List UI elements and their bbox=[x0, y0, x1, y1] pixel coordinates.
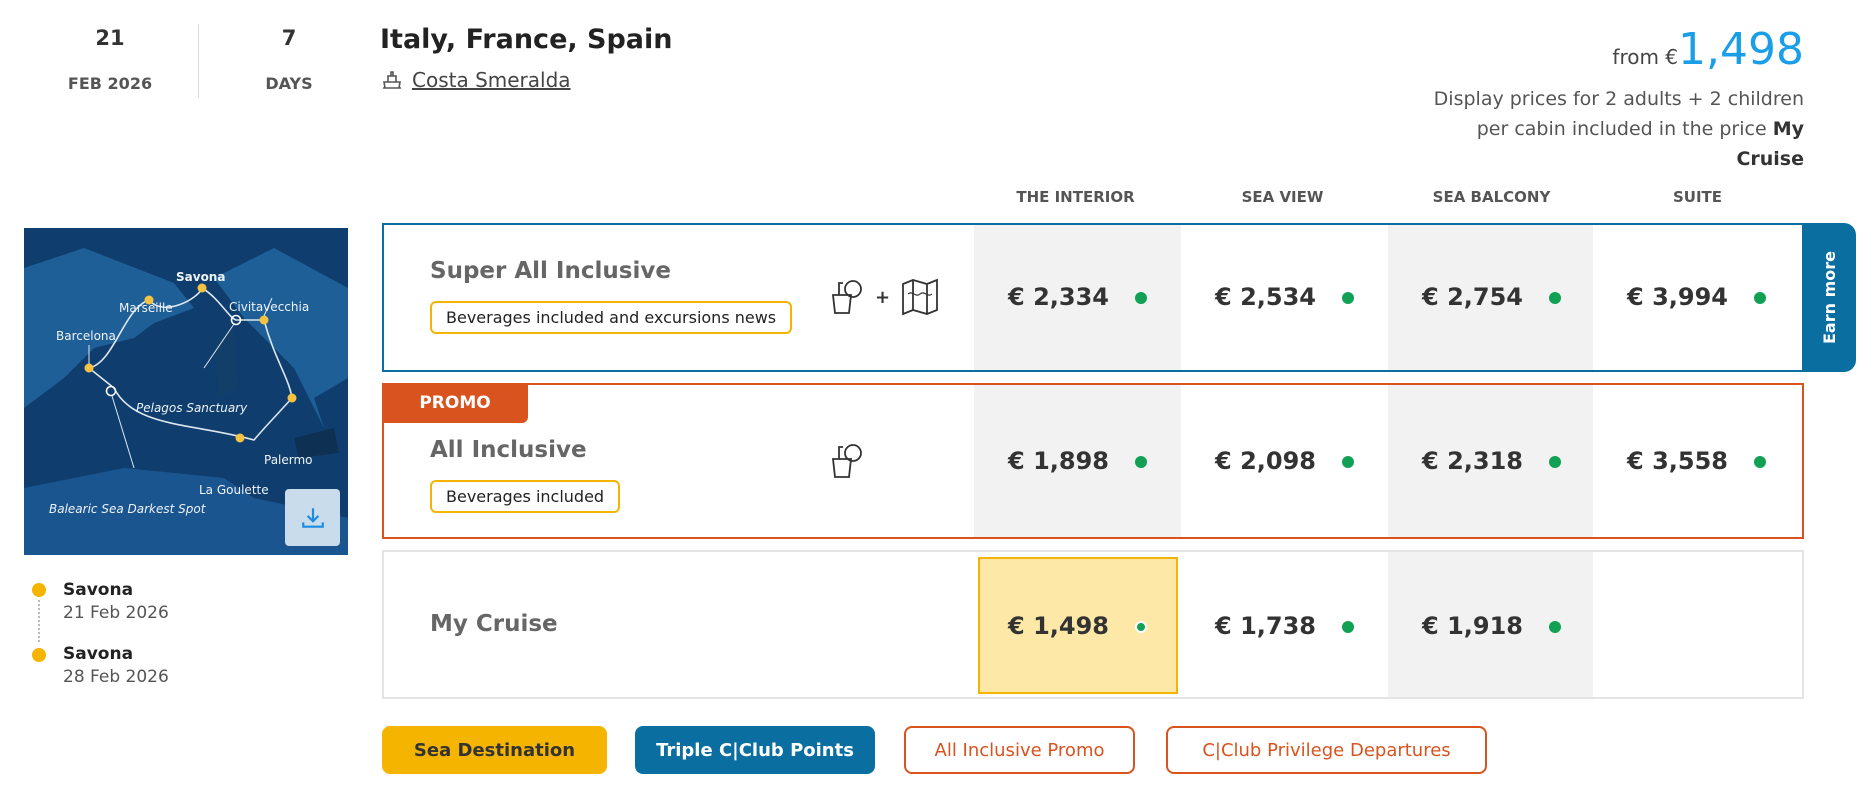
column-sea-view: SEA VIEW bbox=[1241, 188, 1324, 206]
price-sea-view[interactable]: € 2,098 bbox=[1181, 447, 1388, 475]
port-date: 21 Feb 2026 bbox=[63, 603, 169, 623]
timeline-line bbox=[38, 600, 40, 642]
from-price: from €1,498 bbox=[1612, 24, 1804, 75]
fare-name: All Inclusive bbox=[430, 437, 587, 463]
map-label: Balearic Sea Darkest Spot bbox=[49, 502, 207, 516]
badge-sea-destination[interactable]: Sea Destination bbox=[382, 726, 607, 774]
map-label: Savona bbox=[176, 270, 225, 284]
plus-sign: + bbox=[875, 286, 891, 308]
fare-row-my-cruise[interactable]: My Cruise € 1,498 € 1,738 € 1,918 bbox=[382, 550, 1804, 699]
route-map[interactable]: Savona Marseille Civitavecchia Barcelona… bbox=[24, 228, 348, 555]
promo-label: PROMO bbox=[382, 383, 528, 423]
price-suite[interactable]: € 3,994 bbox=[1593, 283, 1800, 311]
availability-dot bbox=[1341, 621, 1354, 633]
drink-icon bbox=[831, 444, 862, 478]
availability-dot bbox=[1341, 292, 1354, 304]
fare-row-all-inclusive[interactable]: PROMO All Inclusive Beverages included €… bbox=[382, 383, 1804, 539]
price-note-bold: My Cruise bbox=[1736, 118, 1804, 170]
map-label: Civitavecchia bbox=[229, 300, 309, 314]
fare-name: My Cruise bbox=[430, 611, 558, 637]
price-interior[interactable]: € 2,334 bbox=[974, 283, 1181, 311]
ship-name[interactable]: Costa Smeralda bbox=[412, 68, 571, 92]
departure-day: 21 bbox=[95, 26, 125, 50]
earn-more-label: Earn more bbox=[1819, 251, 1839, 344]
price-suite[interactable]: € 3,558 bbox=[1593, 447, 1800, 475]
from-amount: 1,498 bbox=[1678, 24, 1804, 75]
port-marker bbox=[32, 583, 46, 597]
price-sea-balcony[interactable]: € 2,318 bbox=[1388, 447, 1595, 475]
availability-dot bbox=[1548, 456, 1561, 468]
availability-dot bbox=[1753, 456, 1766, 468]
availability-dot bbox=[1753, 292, 1766, 304]
itinerary-title: Italy, France, Spain bbox=[380, 24, 673, 55]
duration-value: 7 bbox=[281, 26, 297, 50]
fare-tag: Beverages included bbox=[430, 480, 621, 513]
price-interior[interactable]: € 1,498 bbox=[974, 612, 1181, 640]
port-marker bbox=[32, 648, 46, 662]
badge-triple-cclub-points[interactable]: Triple C|Club Points bbox=[635, 726, 875, 774]
column-suite: SUITE bbox=[1672, 188, 1723, 206]
map-label: La Goulette bbox=[199, 483, 269, 497]
download-map-button[interactable] bbox=[285, 489, 340, 546]
download-icon bbox=[301, 507, 324, 528]
availability-dot bbox=[1548, 292, 1561, 304]
badge-cclub-privilege-departures[interactable]: C|Club Privilege Departures bbox=[1166, 726, 1487, 774]
price-note-text: Display prices for 2 adults + 2 children… bbox=[1433, 88, 1804, 140]
price-sea-balcony[interactable]: € 2,754 bbox=[1388, 283, 1595, 311]
departure-month: FEB 2026 bbox=[67, 74, 153, 93]
earn-more-tab[interactable]: Earn more bbox=[1802, 223, 1856, 372]
fare-row-super-all-inclusive[interactable]: Super All Inclusive Beverages included a… bbox=[382, 223, 1804, 372]
price-note: Display prices for 2 adults + 2 children… bbox=[1404, 84, 1804, 174]
from-label: from € bbox=[1612, 45, 1679, 69]
badge-all-inclusive-promo[interactable]: All Inclusive Promo bbox=[904, 726, 1135, 774]
divider bbox=[198, 24, 199, 98]
price-interior[interactable]: € 1,898 bbox=[974, 447, 1181, 475]
port-name: Savona bbox=[63, 580, 134, 600]
map-label: Palermo bbox=[264, 453, 313, 467]
port-name: Savona bbox=[63, 644, 134, 664]
ship-link[interactable]: Costa Smeralda bbox=[380, 68, 571, 92]
price-sea-view[interactable]: € 1,738 bbox=[1181, 612, 1388, 640]
map-label: Barcelona bbox=[56, 329, 116, 343]
port-date: 28 Feb 2026 bbox=[63, 667, 169, 687]
fare-name: Super All Inclusive bbox=[430, 258, 671, 284]
map-icon bbox=[902, 278, 938, 316]
price-sea-balcony[interactable]: € 1,918 bbox=[1388, 612, 1595, 640]
column-sea-balcony: SEA BALCONY bbox=[1432, 188, 1551, 206]
duration-unit: DAYS bbox=[265, 74, 313, 93]
ship-icon bbox=[383, 71, 401, 89]
availability-dot bbox=[1134, 621, 1147, 633]
map-label: Pelagos Sanctuary bbox=[136, 401, 248, 415]
drink-icon bbox=[831, 280, 862, 314]
map-label: Marseille bbox=[119, 301, 173, 315]
port-savona bbox=[197, 283, 207, 293]
availability-dot bbox=[1134, 456, 1147, 468]
map-graphic: Savona Marseille Civitavecchia Barcelona… bbox=[24, 248, 348, 555]
fare-tag: Beverages included and excursions news bbox=[430, 301, 793, 334]
price-sea-view[interactable]: € 2,534 bbox=[1181, 283, 1388, 311]
availability-dot bbox=[1548, 621, 1561, 633]
column-interior: THE INTERIOR bbox=[1016, 188, 1135, 206]
availability-dot bbox=[1134, 292, 1147, 304]
availability-dot bbox=[1341, 456, 1354, 468]
